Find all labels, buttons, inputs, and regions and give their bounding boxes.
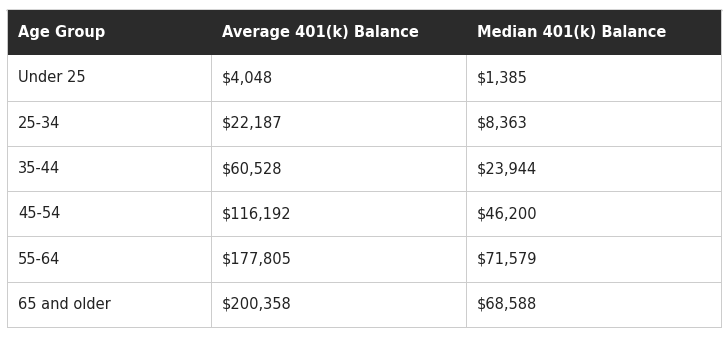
Bar — [7, 55, 721, 101]
Text: 35-44: 35-44 — [18, 161, 60, 176]
Text: $200,358: $200,358 — [221, 297, 291, 312]
Text: 45-54: 45-54 — [18, 206, 60, 221]
Bar — [7, 101, 721, 146]
Bar — [7, 282, 721, 327]
Bar — [7, 10, 721, 55]
Text: $8,363: $8,363 — [477, 116, 528, 131]
Text: Average 401(k) Balance: Average 401(k) Balance — [221, 25, 419, 40]
Text: Age Group: Age Group — [18, 25, 106, 40]
Text: $116,192: $116,192 — [221, 206, 291, 221]
Text: $1,385: $1,385 — [477, 70, 528, 86]
Bar — [7, 236, 721, 282]
Text: Median 401(k) Balance: Median 401(k) Balance — [477, 25, 666, 40]
Text: 55-64: 55-64 — [18, 251, 60, 267]
Text: $23,944: $23,944 — [477, 161, 537, 176]
Text: $46,200: $46,200 — [477, 206, 537, 221]
Text: $71,579: $71,579 — [477, 251, 537, 267]
Bar — [7, 146, 721, 191]
Text: $4,048: $4,048 — [221, 70, 273, 86]
Text: $177,805: $177,805 — [221, 251, 291, 267]
Text: Under 25: Under 25 — [18, 70, 86, 86]
Text: 25-34: 25-34 — [18, 116, 60, 131]
Bar — [7, 191, 721, 236]
Text: $22,187: $22,187 — [221, 116, 282, 131]
Text: 65 and older: 65 and older — [18, 297, 111, 312]
Text: $60,528: $60,528 — [221, 161, 282, 176]
Text: $68,588: $68,588 — [477, 297, 537, 312]
